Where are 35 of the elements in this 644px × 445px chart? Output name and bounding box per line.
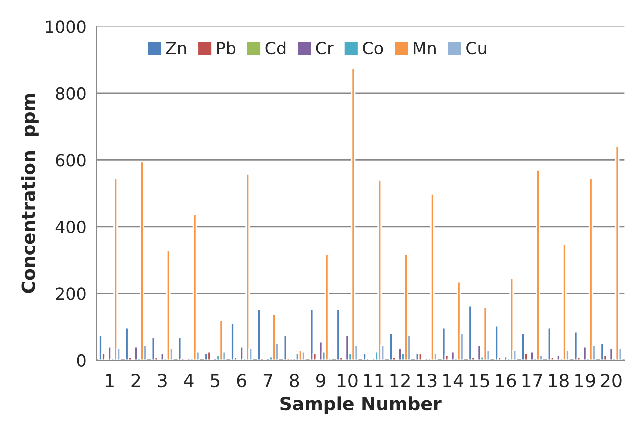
x-tick-label: 7 (264, 374, 272, 388)
x-tick-label: 17 (522, 374, 542, 388)
legend-label: Co (363, 42, 384, 55)
x-tick-label: 4 (184, 374, 194, 388)
x-tick-label: 11 (364, 374, 384, 388)
legend-label: Pb (218, 42, 236, 55)
x-tick-label: 6 (237, 374, 246, 388)
x-axis-title: Sample Number (280, 396, 442, 414)
x-tick-label: 1 (106, 374, 114, 388)
x-tick-label: 12 (390, 374, 410, 388)
y-tick-label: 1000 (46, 20, 86, 34)
x-tick-label: 8 (290, 374, 300, 388)
x-tick-label: 3 (158, 374, 167, 388)
y-axis-title: Concentration ppm (21, 94, 39, 294)
y-tick-label: 400 (56, 220, 86, 234)
x-tick-label: 20 (601, 374, 622, 388)
x-tick-label: 10 (338, 374, 358, 388)
x-tick-label: 9 (316, 374, 326, 388)
y-tick-label: 0 (77, 354, 86, 368)
y-tick-label: 200 (56, 288, 86, 300)
x-tick-label: 18 (549, 374, 569, 388)
y-tick-label: 600 (56, 154, 86, 167)
legend-label: Cd (266, 42, 286, 55)
x-tick-label: 2 (132, 374, 140, 388)
legend-label: Cu (466, 42, 486, 55)
x-tick-label: 15 (470, 374, 490, 388)
x-tick-label: 13 (417, 374, 437, 388)
x-tick-label: 14 (444, 374, 464, 388)
x-tick-label: 5 (211, 374, 220, 388)
legend-label: Mn (414, 42, 436, 54)
x-tick-label: 19 (576, 374, 596, 388)
legend-label: Zn (166, 42, 186, 54)
y-tick-label: 800 (56, 87, 86, 100)
x-tick-label: 16 (496, 374, 516, 388)
legend-label: Cr (316, 42, 334, 55)
